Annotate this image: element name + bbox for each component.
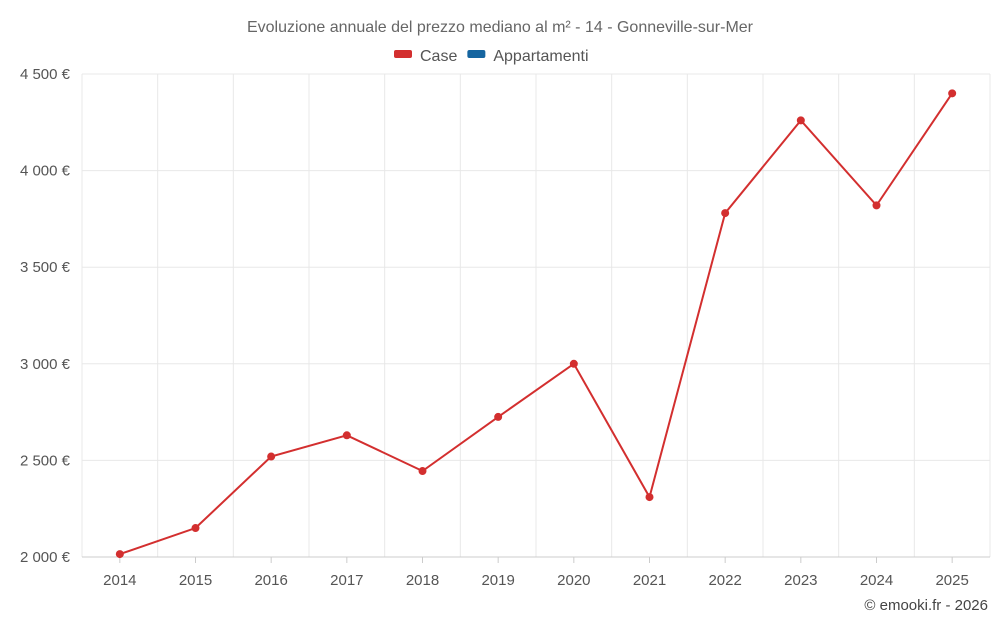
data-point[interactable] <box>645 493 654 502</box>
grid <box>81 73 991 557</box>
data-point[interactable] <box>948 89 957 98</box>
data-point[interactable] <box>796 116 805 125</box>
x-tick-label: 2021 <box>633 572 666 589</box>
series-line <box>119 92 953 556</box>
x-tick-label: 2016 <box>254 572 287 589</box>
legend-swatch[interactable] <box>394 50 412 58</box>
data-point[interactable] <box>418 467 427 476</box>
y-tick-label: 4 500 € <box>20 66 71 83</box>
legend-label[interactable]: Appartamenti <box>493 48 588 65</box>
data-point[interactable] <box>872 201 881 210</box>
data-point[interactable] <box>569 359 578 368</box>
data-point[interactable] <box>494 412 503 421</box>
x-tick-label: 2020 <box>557 572 590 589</box>
data-point[interactable] <box>267 452 276 461</box>
legend-swatch[interactable] <box>467 50 486 58</box>
data-point[interactable] <box>191 524 200 533</box>
series-layer <box>115 89 957 559</box>
y-tick-label: 2 500 € <box>20 452 71 469</box>
data-point[interactable] <box>342 431 351 440</box>
x-tick-label: 2025 <box>935 572 968 589</box>
y-tick-label: 2 000 € <box>20 549 71 566</box>
x-tick-label: 2023 <box>784 572 817 589</box>
data-point[interactable] <box>115 550 124 559</box>
x-tick-label: 2018 <box>406 572 439 589</box>
data-point[interactable] <box>721 209 730 218</box>
x-tick-label: 2014 <box>103 572 136 589</box>
y-tick-label: 4 000 € <box>20 163 71 180</box>
x-tick-label: 2015 <box>179 572 212 589</box>
x-tick-label: 2024 <box>860 572 893 589</box>
x-tick-label: 2017 <box>330 572 363 589</box>
legend[interactable]: Case Appartamenti <box>394 48 589 65</box>
x-tick-label: 2022 <box>708 572 741 589</box>
axes: 2 000 € 2 500 € 3 000 € 3 500 € 4 000 € 4 500… <box>20 66 990 589</box>
x-tick-label: 2019 <box>481 572 514 589</box>
chart-title: Evoluzione annuale del prezzo mediano al… <box>247 19 754 36</box>
legend-label[interactable]: Case <box>420 48 457 65</box>
y-tick-label: 3 000 € <box>20 356 71 373</box>
credit-text: © emooki.fr - 2026 <box>864 597 988 614</box>
y-tick-label: 3 500 € <box>20 259 71 276</box>
